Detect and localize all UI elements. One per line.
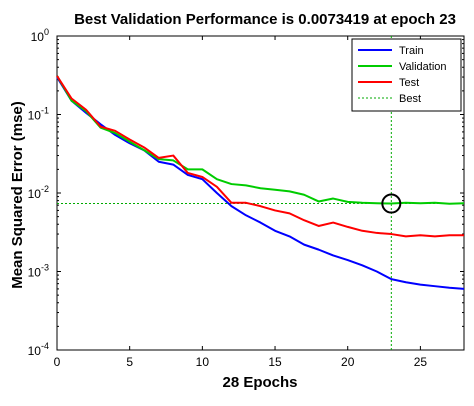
best-marker [381, 193, 402, 214]
legend-label-validation: Validation [399, 61, 447, 73]
series-line-test [56, 75, 464, 238]
y-tick-exponent: -4 [41, 341, 49, 351]
y-tick-exponent: 0 [44, 27, 49, 37]
series-layer [56, 75, 465, 290]
x-tick-label: 5 [126, 355, 133, 369]
x-axis: 0 5 10 15 20 25 [54, 36, 428, 369]
y-tick-exponent: -3 [41, 263, 49, 273]
y-tick-label: 10-2 [28, 184, 49, 201]
y-tick-exponent: -2 [41, 184, 49, 194]
y-tick-exponent: -1 [41, 106, 49, 116]
x-tick-label: 10 [196, 355, 210, 369]
y-tick-base: 10 [28, 266, 42, 280]
series-line-train [56, 76, 465, 290]
legend-label-train: Train [399, 45, 424, 57]
x-tick-label: 20 [341, 355, 355, 369]
y-tick-label: 10-1 [28, 106, 49, 123]
y-axis-label: Mean Squared Error (mse) [9, 101, 26, 289]
x-tick-label: 25 [414, 355, 428, 369]
y-tick-label: 10-4 [28, 341, 49, 358]
y-tick-label: 10-3 [28, 263, 49, 280]
y-tick-base: 10 [28, 187, 42, 201]
x-tick-label: 15 [268, 355, 282, 369]
y-tick-base: 10 [28, 109, 42, 123]
series-line-validation [56, 75, 465, 205]
y-tick-base: 10 [28, 344, 42, 358]
x-axis-label: 28 Epochs [222, 374, 297, 391]
chart-title: Best Validation Performance is 0.0073419… [74, 11, 456, 28]
legend-label-best: Best [399, 93, 421, 105]
legend: Train Validation Test Best [351, 38, 462, 112]
y-tick-label: 100 [31, 27, 49, 44]
x-tick-label: 0 [54, 355, 61, 369]
y-tick-base: 10 [31, 30, 45, 44]
best-epoch-circle [381, 193, 402, 214]
legend-label-test: Test [399, 77, 419, 89]
